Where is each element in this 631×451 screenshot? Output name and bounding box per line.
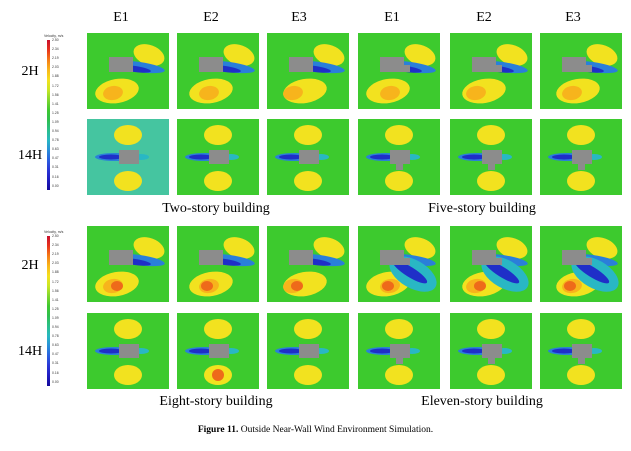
legend-tick: 0.47 [52,352,59,357]
legend-tick: 0.78 [52,138,59,143]
legend-title: Velocity, m/s [44,230,64,234]
legend-tick: 1.09 [52,315,59,320]
column-label-e3-right: E3 [565,10,581,25]
simulation-panel [540,119,622,195]
column-label-e3-left: E3 [291,10,307,25]
legend-tick: 0.78 [52,334,59,339]
figure-caption: Figure 11. Outside Near-Wall Wind Enviro… [0,425,631,435]
simulation-panel [87,119,169,195]
legend-tick: 1.88 [52,270,59,275]
row-label-2h-bottom: 2H [21,258,39,273]
velocity-legend-bottom: Velocity, m/s 2.50 2.34 2.19 2.03 1.88 1.72 1.… [44,230,74,390]
legend-tick: 2.19 [52,252,59,257]
legend-tick: 0.63 [52,147,59,152]
legend-tick: 0.63 [52,343,59,348]
simulation-panel [87,226,169,302]
simulation-panel [177,226,259,302]
legend-tick: 0.16 [52,370,59,375]
simulation-panel [267,33,349,109]
legend-color-bar [47,40,50,190]
simulation-panel [177,33,259,109]
legend-tick: 0.31 [52,165,59,170]
legend-tick: 0.47 [52,156,59,161]
legend-tick: 2.50 [52,38,59,42]
simulation-panel [358,119,440,195]
row-label-14h-bottom: 14H [17,344,43,359]
legend-tick: 0.94 [52,129,59,133]
legend-tick: 1.09 [52,119,59,124]
column-label-e1-left: E1 [113,10,129,25]
legend-tick: 1.88 [52,74,59,79]
legend-title: Velocity, m/s [44,34,64,38]
velocity-legend-top: Velocity, m/s 2.50 2.34 2.19 2.03 1.88 1.72 1.… [44,34,74,194]
simulation-panel [358,313,440,389]
simulation-panel [540,313,622,389]
figure-caption-label: Figure 11. [197,425,239,435]
simulation-panel [358,33,440,109]
simulation-panel [87,313,169,389]
legend-tick: 0.94 [52,325,59,329]
column-label-e2-left: E2 [203,10,219,25]
column-label-e1-right: E1 [384,10,400,25]
legend-color-bar [47,236,50,386]
legend-tick: 1.25 [52,306,59,311]
subcaption-eight-story: Eight-story building [159,394,273,409]
simulation-panel [450,226,532,302]
legend-tick: 0.31 [52,361,59,366]
simulation-panel [267,119,349,195]
simulation-panel [177,119,259,195]
simulation-panel [450,313,532,389]
subcaption-eleven-story: Eleven-story building [421,394,543,409]
legend-tick: 2.03 [52,261,59,266]
legend-tick: 2.19 [52,56,59,61]
simulation-panel [177,313,259,389]
legend-tick: 1.56 [52,288,59,293]
legend-tick: 1.41 [52,101,59,106]
figure-caption-text: Outside Near-Wall Wind Environment Simul… [238,425,434,435]
legend-tick: 0.00 [52,379,59,384]
simulation-panel [358,226,440,302]
legend-tick: 2.34 [52,47,59,52]
subcaption-five-story: Five-story building [428,201,536,216]
legend-tick: 0.00 [52,183,59,188]
simulation-panel [267,226,349,302]
row-label-14h-top: 14H [17,148,43,163]
legend-tick: 1.56 [52,92,59,97]
legend-tick: 2.03 [52,65,59,70]
simulation-panel [540,226,622,302]
simulation-panel [267,313,349,389]
row-label-2h-top: 2H [21,64,39,79]
legend-tick: 0.16 [52,174,59,179]
legend-tick: 2.34 [52,243,59,248]
legend-tick: 1.72 [52,83,59,88]
legend-tick: 2.50 [52,234,59,238]
subcaption-two-story: Two-story building [162,201,270,216]
simulation-panel [450,119,532,195]
legend-tick: 1.25 [52,110,59,115]
legend-tick: 1.41 [52,297,59,302]
legend-tick: 1.72 [52,279,59,284]
column-label-e2-right: E2 [476,10,492,25]
simulation-panel [540,33,622,109]
simulation-panel [450,33,532,109]
simulation-panel [87,33,169,109]
